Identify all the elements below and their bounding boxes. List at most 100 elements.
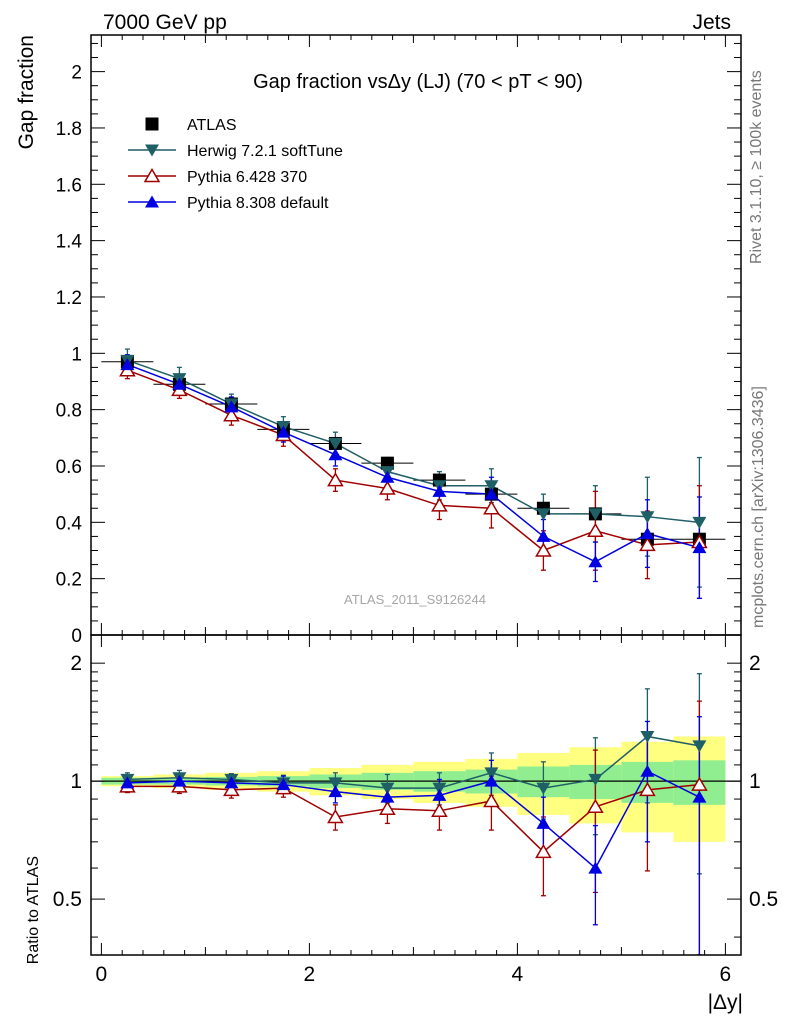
pythia-8-308-default-ratio-point	[276, 778, 291, 791]
pythia-8-308-default-ratio-point	[640, 764, 655, 777]
herwig-7-2-1-softtune-point	[328, 437, 343, 450]
x-axis-title: |Δy|	[708, 991, 743, 1014]
pythia-6-428-370-point	[223, 407, 240, 422]
pythia-6-428-370-point	[327, 472, 344, 487]
herwig-7-2-1-softtune-ratio-point	[692, 740, 707, 753]
legend-item-herwig-7-2-1-softtune: Herwig 7.2.1 softTune	[128, 143, 343, 160]
herwig-7-2-1-softtune-ratio-line	[127, 735, 700, 789]
x-tick-label: 2	[304, 963, 316, 986]
bottom-y-tick-label: 0.5	[53, 888, 82, 911]
x-tick-label: 6	[720, 963, 732, 986]
bottom-y-tick-label-right: 2	[749, 652, 761, 675]
top-y-tick-label: 0.4	[56, 513, 83, 534]
header-left: 7000 GeV pp	[103, 11, 227, 34]
bottom-y-tick-label-right: 1	[749, 770, 761, 793]
legend-label: ATLAS	[187, 117, 237, 134]
pythia-6-428-370-point	[483, 500, 500, 515]
legend-item-pythia-8-308-default: Pythia 8.308 default	[128, 195, 329, 212]
legend-item-pythia-6-428-370: Pythia 6.428 370	[128, 168, 307, 186]
top-y-tick-label: 0.2	[56, 570, 82, 591]
pythia-8-308-default-point	[328, 448, 343, 461]
pythia-6-428-370-ratio-point	[223, 781, 240, 797]
pythia-6-428-370-ratio-point	[379, 800, 396, 816]
header-right: Jets	[692, 11, 731, 34]
herwig-7-2-1-softtune-point	[588, 508, 603, 521]
bottom-y-tick-label-right: 0.5	[749, 888, 778, 911]
bottom-plot-area	[91, 673, 741, 955]
pythia-8-308-default-ratio-point	[432, 788, 447, 801]
herwig-7-2-1-softtune-ratio-point	[380, 782, 395, 795]
pythia-6-428-370-ratio-point	[327, 809, 344, 824]
top-y-axis-title: Gap fraction	[15, 35, 38, 149]
bottom-y-axis-title: Ratio to ATLAS	[25, 856, 42, 964]
pythia-6-428-370-ratio-point	[587, 798, 604, 814]
top-y-tick-label: 1.2	[56, 288, 82, 309]
pythia-8-308-default-point	[276, 425, 291, 438]
pythia-8-308-default-ratio-point	[120, 776, 135, 789]
legend-marker	[145, 117, 159, 131]
pythia-8-308-default-ratio-point	[224, 776, 239, 789]
herwig-7-2-1-softtune-point	[484, 480, 499, 493]
pythia-8-308-default-ratio-point	[536, 816, 551, 829]
top-y-tick-label: 0.8	[56, 401, 82, 422]
pythia-8-308-default-ratio-line	[127, 770, 700, 870]
pythia-8-308-default-ratio-point	[172, 774, 187, 787]
bottom-y-tick-label: 1	[70, 770, 82, 793]
pythia-8-308-default-ratio-point	[380, 790, 395, 803]
legend: ATLAS Herwig 7.2.1 softTune Pythia 6.428 3…	[128, 117, 343, 212]
top-y-tick-label: 1.8	[56, 119, 82, 140]
pythia-8-308-default-point	[484, 487, 499, 500]
herwig-7-2-1-softtune-ratio-point	[484, 767, 499, 780]
pythia-8-308-default-point	[380, 470, 395, 483]
pythia-6-428-370-ratio-point	[483, 792, 500, 808]
pythia-6-428-370-ratio-point	[535, 843, 552, 859]
pythia-8-308-default-point	[224, 400, 239, 413]
top-plot-area	[101, 348, 726, 600]
bottom-panel-frame	[90, 634, 742, 956]
pythia-6-428-370-point	[587, 522, 604, 538]
legend-marker	[145, 195, 159, 208]
herwig-7-2-1-softtune-point	[640, 511, 655, 524]
herwig-7-2-1-softtune-point	[692, 516, 707, 529]
herwig-7-2-1-softtune-point	[536, 508, 551, 521]
x-tick-label: 4	[512, 963, 524, 986]
top-y-tick-label: 0.6	[56, 457, 82, 478]
legend-label: Herwig 7.2.1 softTune	[187, 143, 343, 160]
pythia-8-308-default-ratio-point	[692, 790, 707, 803]
pythia-8-308-default-point	[640, 527, 655, 540]
top-y-tick-label: 1.4	[56, 232, 83, 253]
pythia-8-308-default-point	[536, 529, 551, 542]
pythia-6-428-370-point	[639, 536, 656, 552]
pythia-6-428-370-ratio-point	[431, 802, 448, 818]
pythia-6-428-370-point	[535, 542, 552, 557]
pythia-8-308-default-ratio-point	[328, 785, 343, 798]
x-tick-label: 0	[96, 963, 108, 986]
pythia-8-308-default-point	[692, 541, 707, 554]
herwig-7-2-1-softtune-ratio-point	[536, 782, 551, 795]
herwig-7-2-1-softtune-line	[127, 359, 700, 524]
pythia-6-428-370-ratio-point	[639, 781, 656, 797]
pythia-8-308-default-ratio-point	[588, 861, 603, 874]
herwig-7-2-1-softtune-ratio-point	[640, 730, 655, 743]
analysis-watermark: ATLAS_2011_S9126244	[344, 592, 486, 607]
pythia-6-428-370-point	[431, 497, 448, 512]
legend-label: Pythia 8.308 default	[187, 195, 329, 212]
top-y-tick-label: 0	[71, 626, 82, 647]
legend-marker	[143, 168, 161, 183]
pythia-8-308-default-line	[127, 363, 700, 563]
legend-label: Pythia 6.428 370	[187, 169, 307, 186]
herwig-7-2-1-softtune-ratio-point	[432, 782, 447, 795]
herwig-7-2-1-softtune-ratio-point	[328, 777, 343, 790]
pythia-8-308-default-point	[120, 358, 135, 371]
legend-item-atlas: ATLAS	[145, 117, 237, 134]
pythia-8-308-default-point	[172, 377, 187, 390]
top-y-tick-label: 1.6	[56, 175, 82, 196]
chart-title: Gap fraction vsΔy (LJ) (70 < pT < 90)	[253, 71, 583, 93]
pythia-8-308-default-point	[588, 555, 603, 568]
pythia-8-308-default-point	[432, 484, 447, 497]
pythia-6-428-370-point	[379, 480, 396, 495]
pythia-6-428-370-line	[127, 369, 700, 552]
rivet-label: Rivet 3.1.10, ≥ 100k events	[748, 70, 765, 264]
legend-marker	[145, 144, 159, 157]
